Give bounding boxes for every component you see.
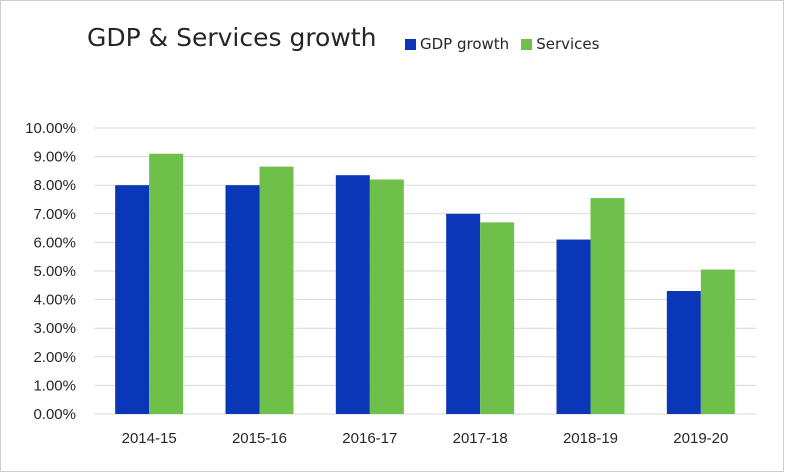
y-tick-label: 1.00% <box>33 377 76 394</box>
x-tick-label: 2018-19 <box>563 430 618 447</box>
legend-swatch-gdp <box>405 38 416 50</box>
bar-gdp-2016-17 <box>335 175 370 414</box>
bar-gdp-2014-15 <box>115 185 150 414</box>
y-tick-label: 9.00% <box>33 149 76 166</box>
bar-gdp-2019-20 <box>666 291 701 414</box>
y-tick-label: 6.00% <box>33 234 76 251</box>
y-tick-label: 0.00% <box>33 406 76 423</box>
bar-gdp-2015-16 <box>225 185 260 414</box>
legend-item-services: Services <box>521 35 599 53</box>
y-tick-label: 4.00% <box>33 292 76 309</box>
x-tick-label: 2019-20 <box>673 430 728 447</box>
y-tick-label: 2.00% <box>33 349 76 366</box>
bar-services-2018-19 <box>590 198 625 414</box>
bar-services-2014-15 <box>149 153 184 415</box>
bar-services-2017-18 <box>480 222 515 414</box>
y-tick-label: 3.00% <box>33 320 76 337</box>
bar-services-2015-16 <box>259 166 294 414</box>
y-tick-label: 7.00% <box>33 206 76 223</box>
bar-gdp-2018-19 <box>556 239 591 414</box>
legend-label-gdp: GDP growth <box>420 35 510 53</box>
x-tick-label: 2017-18 <box>453 430 508 447</box>
y-tick-label: 5.00% <box>33 263 76 280</box>
chart-title: GDP & Services growth <box>87 23 377 52</box>
x-tick-label: 2016-17 <box>342 430 397 447</box>
legend-swatch-services <box>521 38 533 50</box>
y-tick-label: 10.00% <box>25 120 76 137</box>
x-tick-label: 2015-16 <box>232 430 287 447</box>
x-tick-label: 2014-15 <box>122 430 177 447</box>
bar-services-2019-20 <box>700 269 735 414</box>
bar-services-2016-17 <box>369 179 404 414</box>
y-tick-label: 8.00% <box>33 177 76 194</box>
legend: GDP growth Services <box>405 35 611 53</box>
legend-item-gdp: GDP growth <box>405 35 509 53</box>
bar-gdp-2017-18 <box>446 213 481 414</box>
legend-label-services: Services <box>536 35 600 53</box>
